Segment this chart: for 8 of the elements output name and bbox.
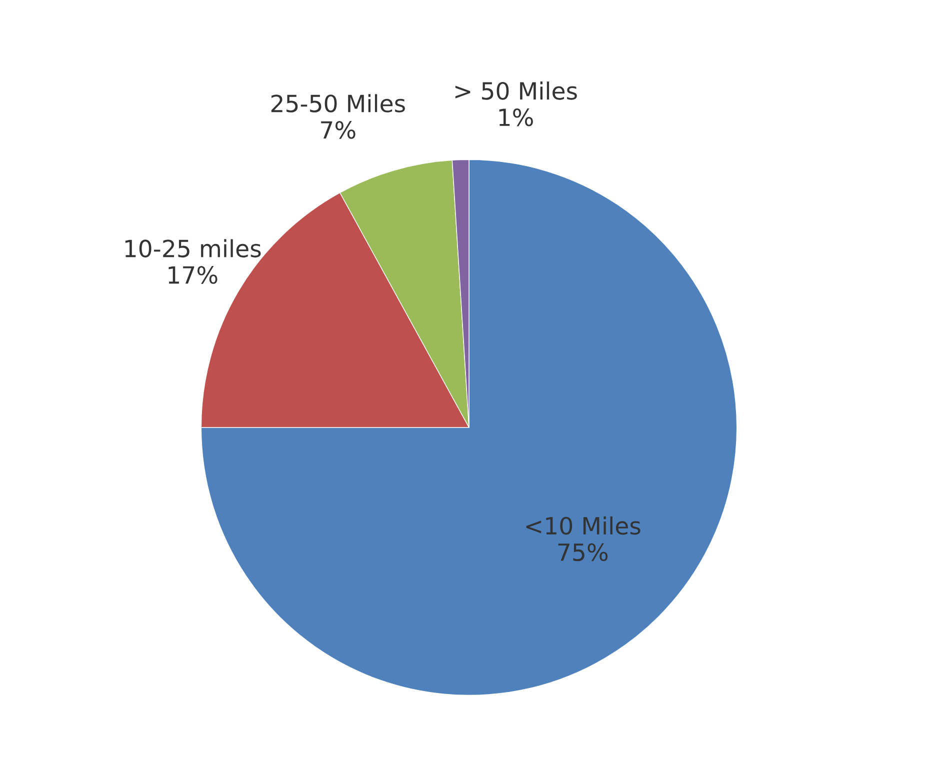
slice-label: > 50 Miles [455, 82, 577, 100]
slice-label: <10 Miles [526, 516, 640, 535]
data-label: 75% [558, 543, 608, 562]
slice-label: 25-50 Miles [271, 94, 405, 112]
data-label: 17% [168, 266, 218, 284]
slice-label: 10-25 miles [125, 239, 261, 258]
data-label: 7% [321, 121, 356, 139]
data-label: 1% [499, 108, 533, 126]
